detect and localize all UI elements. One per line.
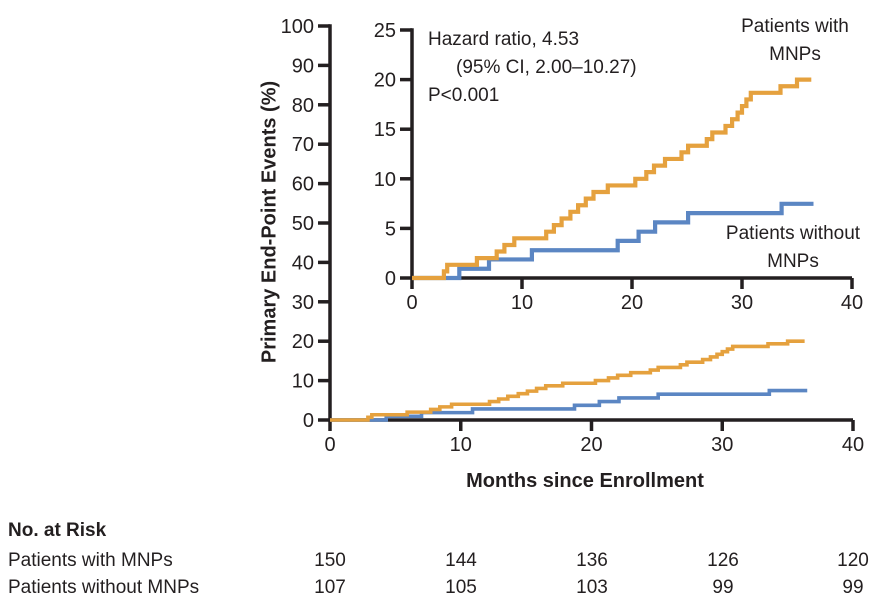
main-y-tick-label: 90 [292,55,314,77]
main-y-tick-label: 30 [292,292,314,314]
main-series-patients-with-mnps-line [330,339,805,422]
series-label-without-mnps-line2: MNPs [767,251,819,272]
series-label-without-mnps: Patients without MNPs [703,220,882,276]
main-y-tick-label: 100 [281,16,314,38]
inset-y-tick-label: 25 [374,20,396,42]
inset-y-tick-label: 20 [374,70,396,92]
inset-y-tick-label: 10 [374,169,396,191]
series-label-with-mnps-line1: Patients with [741,16,849,37]
hazard-ratio-annotation: Hazard ratio, 4.53 (95% CI, 2.00–10.27) … [428,26,637,110]
at-risk-value: 136 [576,550,608,571]
main-series-patients-without-mnps-line [330,388,808,422]
at-risk-value: 99 [712,577,734,598]
inset-x-tick-label: 40 [841,292,863,314]
at-risk-value: 144 [445,550,477,571]
at-risk-value: 107 [314,577,346,598]
series-label-with-mnps: Patients with MNPs [710,13,880,69]
main-y-tick-label: 0 [303,410,314,432]
at-risk-value: 105 [445,577,477,598]
at-risk-value: 120 [837,550,869,571]
main-y-tick-label: 80 [292,95,314,117]
inset-x-tick-label: 0 [406,292,417,314]
at-risk-row-without-mnps: Patients without MNPs 107 105 103 99 99 [0,577,882,601]
inset-y-tick-label: 0 [385,268,396,290]
main-y-tick-label: 70 [292,134,314,156]
at-risk-header: No. at Risk [8,520,107,541]
inset-x-tick-label: 30 [731,292,753,314]
annotation-line-2: (95% CI, 2.00–10.27) [456,57,637,78]
at-risk-value: 150 [314,550,346,571]
main-y-tick-label: 20 [292,331,314,353]
main-y-tick-label: 60 [292,174,314,196]
main-y-tick-label: 10 [292,371,314,393]
x-axis-title: Months since Enrollment [466,470,704,492]
inset-x-tick-label: 10 [511,292,533,314]
at-risk-value: 99 [842,577,864,598]
main-x-tick-label: 30 [711,434,733,456]
at-risk-value: 103 [576,577,608,598]
series-label-with-mnps-line2: MNPs [769,44,821,65]
main-x-tick-label: 0 [324,434,335,456]
inset-y-tick-label: 15 [374,119,396,141]
annotation-line-3: P<0.001 [428,85,500,106]
main-x-tick-label: 10 [450,434,472,456]
series-label-without-mnps-line1: Patients without [725,223,861,244]
main-y-tick-label: 50 [292,213,314,235]
inset-y-tick-label: 5 [385,218,396,240]
at-risk-row-label: Patients with MNPs [8,550,173,571]
at-risk-row-label: Patients without MNPs [8,577,200,598]
main-x-tick-label: 20 [580,434,602,456]
inset-series-patients-with-mnps-line [412,77,812,281]
annotation-line-1: Hazard ratio, 4.53 [428,29,580,50]
main-y-tick-label: 40 [292,252,314,274]
at-risk-value: 126 [707,550,739,571]
inset-x-tick-label: 20 [621,292,643,314]
inset-series-patients-without-mnps-line [412,201,814,281]
y-axis-title: Primary End-Point Events (%) [258,80,281,364]
at-risk-row-with-mnps: Patients with MNPs 150 144 136 126 120 [0,550,882,574]
main-x-tick-label: 40 [842,434,864,456]
